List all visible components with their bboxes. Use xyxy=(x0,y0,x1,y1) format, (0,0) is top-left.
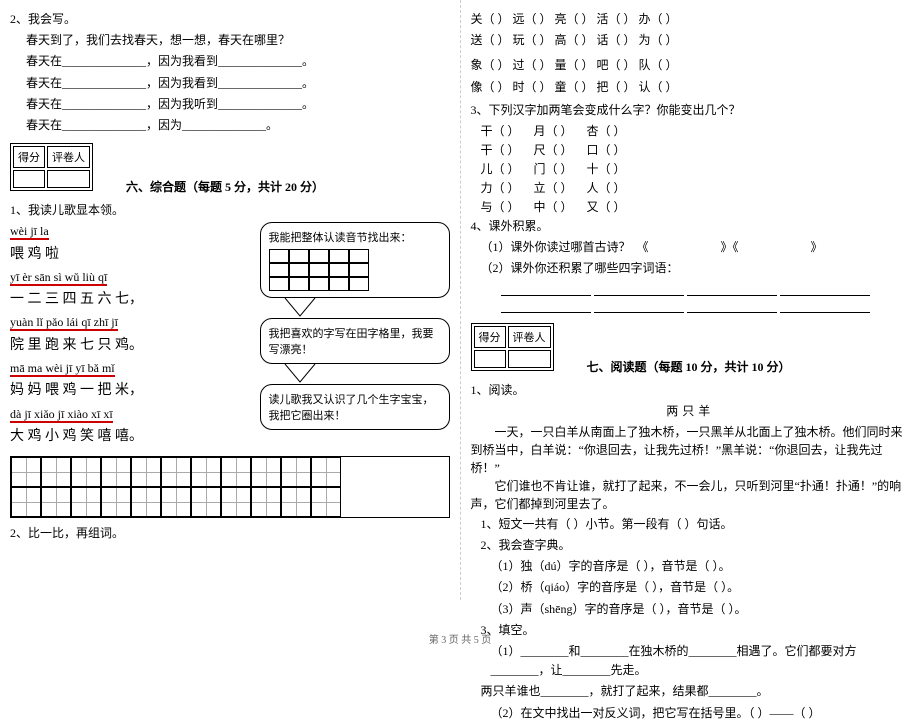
small-grid xyxy=(269,249,441,291)
pair-row: 关（ ） 远（ ） 亮（ ） 活（ ） 办（ ） xyxy=(471,10,911,29)
grader-label: 评卷人 xyxy=(47,146,90,168)
score-section: 得分 评卷人 六、综合题（每题 5 分，共计 20 分） xyxy=(10,143,450,199)
reading-q-title: 1、阅读。 xyxy=(471,381,911,400)
pair-row: 象（ ） 过（ ） 量（ ） 吧（ ） 队（ ） xyxy=(471,56,911,75)
tianzi-grid xyxy=(10,456,450,518)
reading-q1: 1、短文一共有（ ）小节。第一段有（ ）句话。 xyxy=(471,515,911,534)
reading-q2b: （2）桥（qiáo）字的音序是（ ），音节是（ ）。 xyxy=(471,578,911,597)
reading-title: 两只羊 xyxy=(471,402,911,421)
spring-line: 春天在______________，因为______________。 xyxy=(26,116,450,135)
score-label: 得分 xyxy=(13,146,45,168)
q3-row: 干（ ）尺（ ）口（ ） xyxy=(481,141,911,158)
reading-q2c: （3）声（shēng）字的音序是（ ），音节是（ ）。 xyxy=(471,600,911,619)
score-label: 得分 xyxy=(474,326,506,348)
grader-label: 评卷人 xyxy=(508,326,551,348)
pair-row: 送（ ） 玩（ ） 高（ ） 话（ ） 为（ ） xyxy=(471,31,911,50)
q3-row: 儿（ ）门（ ）十（ ） xyxy=(481,160,911,177)
reading-q2a: （1）独（dú）字的音序是（ ），音节是（ ）。 xyxy=(471,557,911,576)
bubble1-text: 我能把整体认读音节找出来： xyxy=(269,229,441,245)
q3-row: 与（ ）中（ ）又（ ） xyxy=(481,198,911,215)
hanzi-line: 大 鸡 小 鸡 笑 嘻 嘻。 xyxy=(10,426,210,448)
speech-bubble-1: 我能把整体认读音节找出来： xyxy=(260,222,450,298)
left-column: 2、我会写。 春天到了，我们去找春天，想一想，春天在哪里？ 春天在_______… xyxy=(0,0,461,600)
pinyin-line: wèi jī la xyxy=(10,222,210,241)
page-footer: 第 3 页 共 5 页 xyxy=(0,631,920,646)
bubble-tail-icon xyxy=(280,364,320,384)
section6-title: 六、综合题（每题 5 分，共计 20 分） xyxy=(126,178,324,195)
reading-q2: 2、我会查字典。 xyxy=(471,536,911,555)
hanzi-line: 妈 妈 喂 鸡 一 把 米， xyxy=(10,380,210,402)
hanzi-line: 院 里 跑 来 七 只 鸡。 xyxy=(10,335,210,357)
rhyme-title: 1、我读儿歌显本领。 xyxy=(10,201,450,220)
score-section-r: 得分 评卷人 七、阅读题（每题 10 分，共计 10 分） xyxy=(471,323,911,379)
q2b-title: 2、比一比，再组词。 xyxy=(10,524,450,543)
q3-table: 干（ ）月（ ）杏（ ） 干（ ）尺（ ）口（ ） 儿（ ）门（ ）十（ ） 力… xyxy=(471,122,911,215)
spring-prompt: 春天到了，我们去找春天，想一想，春天在哪里？ xyxy=(10,31,450,50)
speech-bubble-2: 我把喜欢的字写在田字格里，我要写漂亮！ xyxy=(260,318,450,364)
reading-q3a: （1）________和________在独木桥的________相遇了。它们都… xyxy=(471,642,911,680)
section7-title: 七、阅读题（每题 10 分，共计 10 分） xyxy=(587,358,791,375)
score-box: 得分 评卷人 xyxy=(10,143,93,191)
bubble-tail-icon xyxy=(280,298,320,318)
q4-line2: （2）课外你还积累了哪些四字词语： xyxy=(471,259,911,278)
spring-line: 春天在______________，因为我看到______________。 xyxy=(26,52,450,71)
spring-lines: 春天在______________，因为我看到______________。 春… xyxy=(10,52,450,135)
reading-q3c: （2）在文中找出一对反义词，把它写在括号里。（ ）——（ ） xyxy=(471,704,911,723)
right-column: 关（ ） 远（ ） 亮（ ） 活（ ） 办（ ） 送（ ） 玩（ ） 高（ ） … xyxy=(461,0,920,600)
q3-title: 3、下列汉字加两笔会变成什么字？你能变出几个？ xyxy=(471,101,911,120)
q4-blanks xyxy=(471,283,911,317)
reading-q3b: 两只羊谁也________，就打了起来，结果都________。 xyxy=(471,682,911,701)
rhyme-area: wèi jī la 喂 鸡 啦 yī èr sān sì wǔ liù qī 一… xyxy=(10,222,450,448)
pinyin-line: yuàn lǐ pǎo lái qī zhī jī xyxy=(10,313,210,332)
hanzi-line: 喂 鸡 啦 xyxy=(10,244,210,266)
bubble-stack: 我能把整体认读音节找出来： 我把喜欢的字写在田字格里，我要写漂亮！ 读儿歌我又认… xyxy=(260,222,450,430)
reading-body: 一天，一只白羊从南面上了独木桥，一只黑羊从北面上了独木桥。他们同时来到桥当中，白… xyxy=(471,423,911,513)
q3-row: 力（ ）立（ ）人（ ） xyxy=(481,179,911,196)
score-box: 得分 评卷人 xyxy=(471,323,554,371)
q4-line1: （1）课外你读过哪首古诗？ 《 》《 》 xyxy=(471,238,911,257)
pinyin-line: dà jī xiǎo jī xiào xī xī xyxy=(10,405,210,424)
pinyin-line: yī èr sān sì wǔ liù qī xyxy=(10,268,210,287)
speech-bubble-3: 读儿歌我又认识了几个生字宝宝，我把它圈出来！ xyxy=(260,384,450,430)
pair-row: 像（ ） 时（ ） 童（ ） 把（ ） 认（ ） xyxy=(471,78,911,97)
q3-row: 干（ ）月（ ）杏（ ） xyxy=(481,122,911,139)
pinyin-line: mā ma wèi jī yī bǎ mǐ xyxy=(10,359,210,378)
hanzi-line: 一 二 三 四 五 六 七， xyxy=(10,289,210,311)
q4-title: 4、课外积累。 xyxy=(471,217,911,236)
spring-line: 春天在______________，因为我看到______________。 xyxy=(26,74,450,93)
spring-line: 春天在______________，因为我听到______________。 xyxy=(26,95,450,114)
q2-title: 2、我会写。 xyxy=(10,10,450,29)
